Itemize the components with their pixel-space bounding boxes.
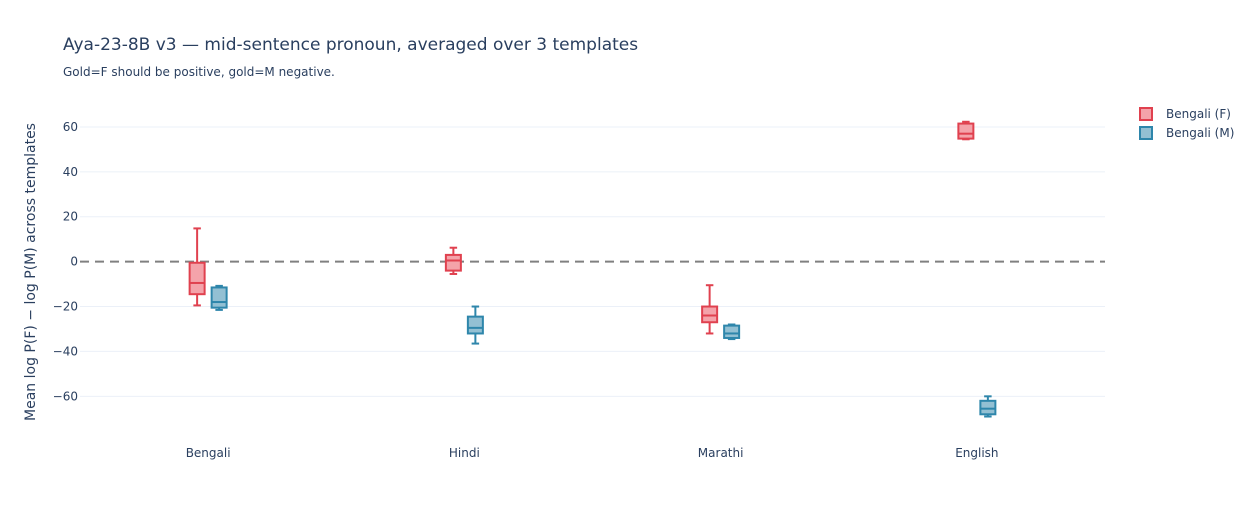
series-0 bbox=[188, 120, 975, 335]
box bbox=[466, 305, 484, 345]
box-iqr bbox=[979, 399, 997, 416]
box-iqr bbox=[188, 261, 206, 296]
box-iqr bbox=[210, 286, 228, 309]
legend-label: Bengali (M) bbox=[1166, 126, 1234, 140]
box bbox=[188, 227, 206, 307]
y-tick-label: 40 bbox=[63, 165, 78, 179]
box-iqr bbox=[723, 324, 741, 339]
series-1 bbox=[210, 284, 997, 418]
x-tick-label: Bengali bbox=[186, 446, 231, 460]
box-iqr bbox=[444, 253, 462, 272]
box-series bbox=[188, 120, 997, 418]
y-tick-label: 20 bbox=[63, 210, 78, 224]
box-iqr bbox=[957, 122, 975, 140]
box-iqr bbox=[466, 315, 484, 335]
box bbox=[957, 120, 975, 141]
legend-item[interactable]: Bengali (M) bbox=[1139, 126, 1234, 140]
box-iqr bbox=[701, 305, 719, 324]
grid-lines bbox=[80, 126, 1105, 397]
legend[interactable]: Bengali (F) Bengali (M) bbox=[1139, 107, 1234, 140]
y-tick-label: 0 bbox=[70, 255, 78, 269]
x-tick-label: Marathi bbox=[698, 446, 744, 460]
y-tick-label: −60 bbox=[53, 389, 78, 403]
y-tick-label: −20 bbox=[53, 300, 78, 314]
y-tick-labels: 60 40 20 0 −20 −40 −60 bbox=[53, 120, 78, 403]
y-axis-title: Mean log P(F) − log P(M) across template… bbox=[23, 123, 39, 421]
legend-item[interactable]: Bengali (F) bbox=[1139, 107, 1231, 121]
box bbox=[701, 284, 719, 335]
box bbox=[444, 246, 462, 275]
x-tick-label: English bbox=[955, 446, 998, 460]
legend-swatch bbox=[1139, 107, 1153, 121]
box bbox=[210, 284, 228, 311]
chart-subtitle: Gold=F should be positive, gold=M negati… bbox=[63, 65, 335, 79]
chart-title: Aya-23-8B v3 — mid-sentence pronoun, ave… bbox=[63, 35, 638, 55]
box bbox=[723, 323, 741, 341]
y-tick-label: 60 bbox=[63, 120, 78, 134]
legend-swatch bbox=[1139, 126, 1153, 140]
x-tick-labels: Bengali Hindi Marathi English bbox=[186, 446, 999, 460]
x-tick-label: Hindi bbox=[449, 446, 480, 460]
legend-label: Bengali (F) bbox=[1166, 107, 1231, 121]
box bbox=[979, 395, 997, 418]
y-tick-label: −40 bbox=[53, 344, 78, 358]
